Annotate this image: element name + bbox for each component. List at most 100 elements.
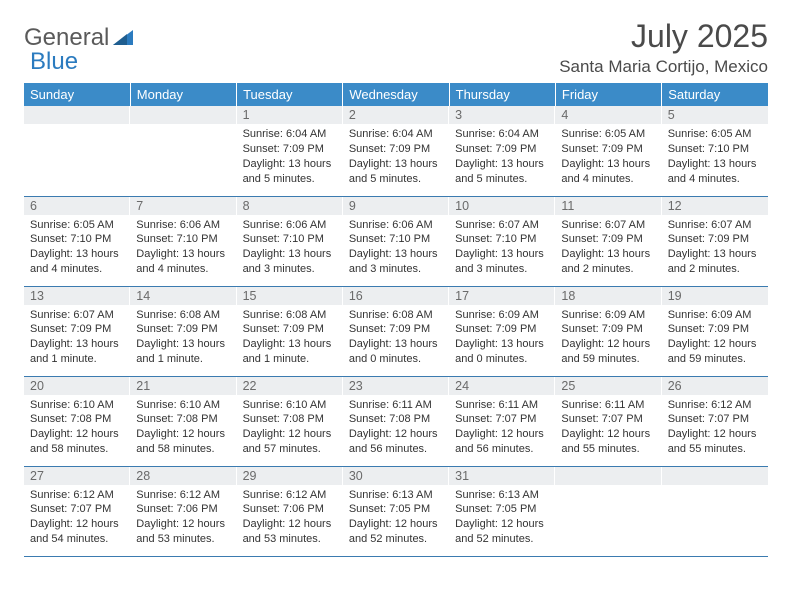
day-number: 2: [343, 106, 449, 124]
day-content: Sunrise: 6:11 AMSunset: 7:07 PMDaylight:…: [555, 395, 661, 461]
sunrise-text: Sunrise: 6:10 AM: [30, 398, 124, 413]
calendar-week-row: 13Sunrise: 6:07 AMSunset: 7:09 PMDayligh…: [24, 286, 768, 376]
daylight-text: Daylight: 13 hours and 3 minutes.: [243, 247, 337, 277]
sunrise-text: Sunrise: 6:04 AM: [349, 127, 443, 142]
daylight-text: Daylight: 13 hours and 1 minute.: [30, 337, 124, 367]
calendar-day-cell: 28Sunrise: 6:12 AMSunset: 7:06 PMDayligh…: [130, 466, 236, 556]
daylight-text: Daylight: 13 hours and 0 minutes.: [349, 337, 443, 367]
calendar-day-cell: 14Sunrise: 6:08 AMSunset: 7:09 PMDayligh…: [130, 286, 236, 376]
sunset-text: Sunset: 7:09 PM: [561, 142, 655, 157]
page-header: General July 2025 Santa Maria Cortijo, M…: [24, 18, 768, 77]
sunset-text: Sunset: 7:10 PM: [243, 232, 337, 247]
calendar-day-cell: 20Sunrise: 6:10 AMSunset: 7:08 PMDayligh…: [24, 376, 130, 466]
calendar-week-row: 1Sunrise: 6:04 AMSunset: 7:09 PMDaylight…: [24, 106, 768, 196]
calendar-day-cell: 5Sunrise: 6:05 AMSunset: 7:10 PMDaylight…: [662, 106, 768, 196]
sunset-text: Sunset: 7:10 PM: [349, 232, 443, 247]
day-content: Sunrise: 6:09 AMSunset: 7:09 PMDaylight:…: [449, 305, 555, 371]
calendar-day-cell: 7Sunrise: 6:06 AMSunset: 7:10 PMDaylight…: [130, 196, 236, 286]
day-content: Sunrise: 6:12 AMSunset: 7:07 PMDaylight:…: [24, 485, 130, 551]
day-content: Sunrise: 6:13 AMSunset: 7:05 PMDaylight:…: [343, 485, 449, 551]
sunrise-text: Sunrise: 6:10 AM: [136, 398, 230, 413]
calendar-day-cell: 13Sunrise: 6:07 AMSunset: 7:09 PMDayligh…: [24, 286, 130, 376]
calendar-week-row: 20Sunrise: 6:10 AMSunset: 7:08 PMDayligh…: [24, 376, 768, 466]
brand-triangle-icon: [113, 27, 133, 50]
calendar-day-cell: 2Sunrise: 6:04 AMSunset: 7:09 PMDaylight…: [343, 106, 449, 196]
sunset-text: Sunset: 7:09 PM: [668, 232, 762, 247]
sunset-text: Sunset: 7:09 PM: [30, 322, 124, 337]
day-content: Sunrise: 6:06 AMSunset: 7:10 PMDaylight:…: [130, 215, 236, 281]
sunrise-text: Sunrise: 6:10 AM: [243, 398, 337, 413]
day-number: 18: [555, 287, 661, 305]
calendar-day-cell: 21Sunrise: 6:10 AMSunset: 7:08 PMDayligh…: [130, 376, 236, 466]
sunrise-text: Sunrise: 6:12 AM: [668, 398, 762, 413]
sunrise-text: Sunrise: 6:05 AM: [561, 127, 655, 142]
brand-logo: General: [24, 18, 135, 52]
daylight-text: Daylight: 13 hours and 4 minutes.: [136, 247, 230, 277]
calendar-day-cell: [24, 106, 130, 196]
calendar-day-cell: 9Sunrise: 6:06 AMSunset: 7:10 PMDaylight…: [343, 196, 449, 286]
weekday-header: Sunday: [24, 83, 130, 106]
sunrise-text: Sunrise: 6:05 AM: [668, 127, 762, 142]
calendar-day-cell: 6Sunrise: 6:05 AMSunset: 7:10 PMDaylight…: [24, 196, 130, 286]
daylight-text: Daylight: 13 hours and 2 minutes.: [668, 247, 762, 277]
day-content: Sunrise: 6:04 AMSunset: 7:09 PMDaylight:…: [343, 124, 449, 190]
sunrise-text: Sunrise: 6:07 AM: [455, 218, 549, 233]
daylight-text: Daylight: 13 hours and 1 minute.: [243, 337, 337, 367]
sunset-text: Sunset: 7:07 PM: [561, 412, 655, 427]
day-number: 21: [130, 377, 236, 395]
day-number: 31: [449, 467, 555, 485]
day-content: Sunrise: 6:12 AMSunset: 7:07 PMDaylight:…: [662, 395, 768, 461]
location-label: Santa Maria Cortijo, Mexico: [559, 57, 768, 77]
calendar-week-row: 27Sunrise: 6:12 AMSunset: 7:07 PMDayligh…: [24, 466, 768, 556]
brand-part2: Blue: [30, 48, 78, 76]
sunset-text: Sunset: 7:06 PM: [243, 502, 337, 517]
day-content: Sunrise: 6:04 AMSunset: 7:09 PMDaylight:…: [237, 124, 343, 190]
day-number: 29: [237, 467, 343, 485]
daylight-text: Daylight: 13 hours and 3 minutes.: [455, 247, 549, 277]
calendar-day-cell: 11Sunrise: 6:07 AMSunset: 7:09 PMDayligh…: [555, 196, 661, 286]
day-number: 13: [24, 287, 130, 305]
day-number: 14: [130, 287, 236, 305]
sunrise-text: Sunrise: 6:06 AM: [136, 218, 230, 233]
daylight-text: Daylight: 13 hours and 4 minutes.: [30, 247, 124, 277]
day-content: Sunrise: 6:07 AMSunset: 7:09 PMDaylight:…: [24, 305, 130, 371]
weekday-header: Wednesday: [343, 83, 449, 106]
sunset-text: Sunset: 7:09 PM: [136, 322, 230, 337]
weekday-header: Monday: [130, 83, 236, 106]
day-number: 25: [555, 377, 661, 395]
sunset-text: Sunset: 7:07 PM: [668, 412, 762, 427]
sunset-text: Sunset: 7:05 PM: [349, 502, 443, 517]
sunset-text: Sunset: 7:10 PM: [668, 142, 762, 157]
day-content: Sunrise: 6:12 AMSunset: 7:06 PMDaylight:…: [237, 485, 343, 551]
sunrise-text: Sunrise: 6:09 AM: [455, 308, 549, 323]
day-number: 12: [662, 197, 768, 215]
day-number: 6: [24, 197, 130, 215]
sunset-text: Sunset: 7:05 PM: [455, 502, 549, 517]
day-number: 8: [237, 197, 343, 215]
day-number: 20: [24, 377, 130, 395]
day-content: Sunrise: 6:08 AMSunset: 7:09 PMDaylight:…: [237, 305, 343, 371]
day-number: [662, 467, 768, 485]
day-content: Sunrise: 6:10 AMSunset: 7:08 PMDaylight:…: [24, 395, 130, 461]
sunset-text: Sunset: 7:09 PM: [243, 322, 337, 337]
daylight-text: Daylight: 13 hours and 2 minutes.: [561, 247, 655, 277]
weekday-header: Thursday: [449, 83, 555, 106]
day-content: Sunrise: 6:12 AMSunset: 7:06 PMDaylight:…: [130, 485, 236, 551]
day-content: Sunrise: 6:11 AMSunset: 7:07 PMDaylight:…: [449, 395, 555, 461]
day-content: Sunrise: 6:05 AMSunset: 7:10 PMDaylight:…: [24, 215, 130, 281]
calendar-week-row: 6Sunrise: 6:05 AMSunset: 7:10 PMDaylight…: [24, 196, 768, 286]
sunrise-text: Sunrise: 6:08 AM: [349, 308, 443, 323]
title-block: July 2025 Santa Maria Cortijo, Mexico: [559, 18, 768, 77]
calendar-table: SundayMondayTuesdayWednesdayThursdayFrid…: [24, 83, 768, 557]
calendar-day-cell: 27Sunrise: 6:12 AMSunset: 7:07 PMDayligh…: [24, 466, 130, 556]
calendar-day-cell: [130, 106, 236, 196]
calendar-day-cell: 12Sunrise: 6:07 AMSunset: 7:09 PMDayligh…: [662, 196, 768, 286]
calendar-day-cell: 18Sunrise: 6:09 AMSunset: 7:09 PMDayligh…: [555, 286, 661, 376]
calendar-day-cell: 15Sunrise: 6:08 AMSunset: 7:09 PMDayligh…: [237, 286, 343, 376]
daylight-text: Daylight: 12 hours and 52 minutes.: [455, 517, 549, 547]
sunset-text: Sunset: 7:07 PM: [455, 412, 549, 427]
sunset-text: Sunset: 7:07 PM: [30, 502, 124, 517]
calendar-day-cell: 10Sunrise: 6:07 AMSunset: 7:10 PMDayligh…: [449, 196, 555, 286]
sunrise-text: Sunrise: 6:12 AM: [30, 488, 124, 503]
sunset-text: Sunset: 7:08 PM: [30, 412, 124, 427]
